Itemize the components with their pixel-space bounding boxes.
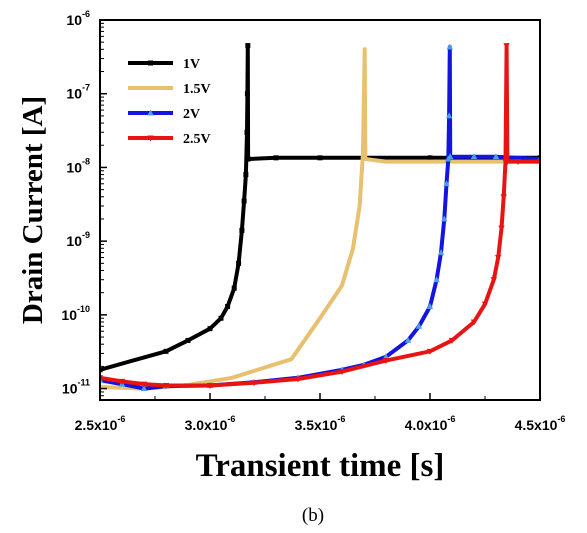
series-line: [100, 43, 540, 388]
y-tick-label: 10-8: [66, 156, 90, 175]
legend-item: 1V: [128, 57, 200, 72]
y-tick-label: 10-7: [66, 83, 90, 102]
series-1V: [100, 43, 540, 373]
data-point: [433, 276, 440, 283]
series-layer: [100, 43, 540, 392]
figure-caption: (b): [302, 505, 324, 526]
legend-label: 2V: [183, 107, 200, 122]
data-point: [245, 156, 251, 162]
data-point: [404, 336, 412, 343]
series-2-5V: [100, 43, 540, 390]
data-point: [140, 385, 148, 392]
data-point: [273, 155, 279, 161]
data-point: [426, 302, 434, 309]
data-point: [317, 155, 323, 161]
data-point: [382, 358, 390, 365]
series-line: [100, 47, 540, 391]
data-point: [244, 91, 250, 97]
series-2V: [100, 43, 540, 392]
data-point: [504, 159, 511, 166]
data-point: [225, 303, 231, 309]
y-axis-title: Drain Current [A]: [17, 96, 49, 324]
data-point: [162, 383, 170, 390]
data-point: [218, 315, 224, 321]
data-point: [503, 43, 510, 50]
data-point: [437, 249, 445, 256]
data-point: [231, 285, 237, 291]
x-tick-label: 3.0x10-6: [185, 414, 236, 433]
data-point: [207, 326, 213, 332]
x-axis-title: Transient time [s]: [196, 448, 445, 484]
data-point: [490, 277, 497, 284]
legend-label: 1.5V: [183, 82, 211, 97]
data-point: [163, 348, 169, 354]
data-point: [294, 376, 302, 383]
data-point: [140, 381, 148, 388]
legend-label: 2.5V: [183, 132, 211, 147]
data-point: [236, 260, 242, 266]
data-point: [100, 367, 103, 373]
data-point: [514, 159, 522, 166]
series-line: [100, 45, 540, 391]
data-point: [244, 129, 250, 135]
data-point: [481, 301, 489, 308]
plot-frame: [99, 19, 541, 401]
data-point: [382, 353, 390, 360]
data-point: [443, 180, 450, 187]
data-point: [426, 348, 434, 355]
y-tick-label: 10-9: [66, 230, 90, 249]
data-point: [148, 60, 153, 66]
data-point: [250, 380, 258, 387]
data-point: [447, 153, 454, 160]
data-point: [470, 319, 478, 326]
data-point: [498, 225, 505, 232]
x-tick-label: 4.5x10-6: [515, 414, 566, 433]
legend-item: 2.5V: [128, 132, 211, 147]
data-point: [241, 198, 247, 204]
x-tick-label: 4.0x10-6: [405, 414, 456, 433]
data-point: [448, 337, 456, 344]
data-point: [147, 109, 154, 116]
legend-label: 1V: [183, 57, 200, 72]
data-point: [185, 337, 191, 343]
y-tick-label: 10-11: [62, 378, 90, 397]
data-point: [338, 369, 346, 376]
data-point: [415, 322, 423, 329]
data-point: [445, 112, 453, 119]
data-point: [206, 383, 214, 390]
legend-item: 1.5V: [128, 82, 211, 97]
data-point: [245, 43, 251, 49]
data-point: [500, 194, 507, 201]
data-point: [118, 378, 126, 385]
data-point: [441, 215, 448, 222]
data-point: [427, 155, 433, 161]
data-point: [492, 153, 500, 160]
series-1-5V: [100, 47, 540, 391]
y-tick-label: 10-10: [61, 304, 90, 323]
legend: 1V 1.5V 2V 2.5V: [128, 57, 211, 147]
data-point: [239, 227, 245, 233]
data-point: [470, 153, 478, 160]
x-tick-label: 2.5x10-6: [75, 414, 126, 433]
data-point: [495, 255, 502, 262]
legend-item: 2V: [128, 107, 200, 122]
y-tick-label: 10-6: [66, 9, 90, 28]
data-point: [147, 135, 154, 142]
tick-layer: 2.5x10-6 3.0x10-6 3.5x10-6 4.0x10-6 4.5x10-6…: [61, 9, 565, 433]
x-tick-label: 3.5x10-6: [295, 414, 346, 433]
data-point: [446, 43, 453, 50]
data-point: [243, 172, 249, 178]
